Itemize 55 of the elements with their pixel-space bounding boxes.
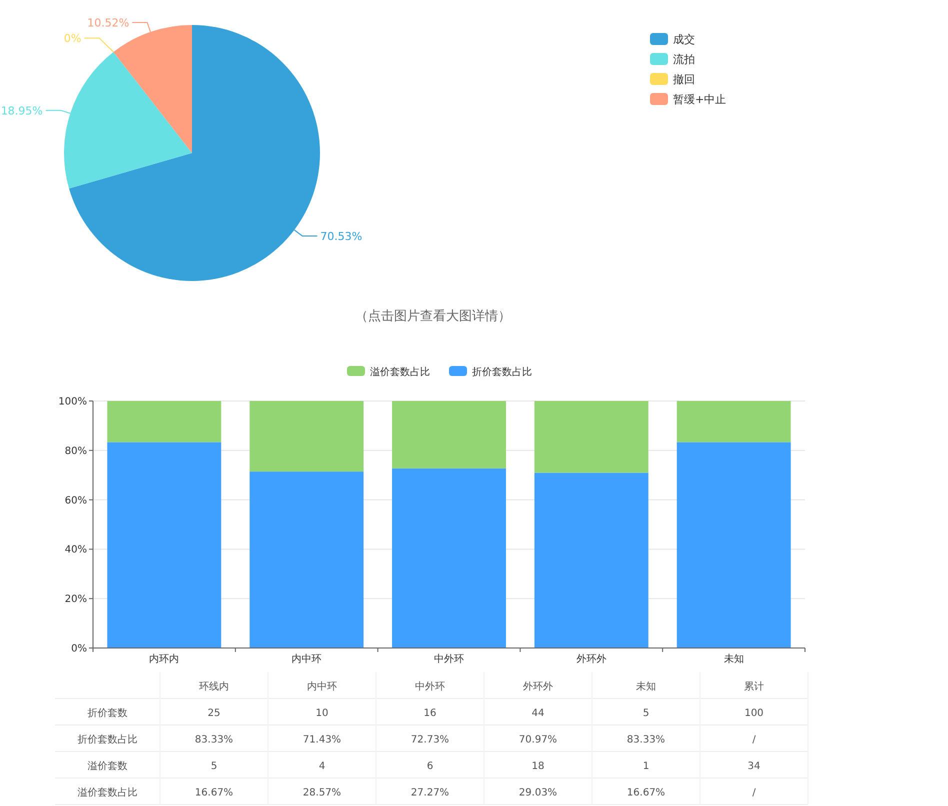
data-label: 71.43% <box>302 734 342 746</box>
data-label: 16 <box>424 708 436 719</box>
data-label: 4 <box>318 760 326 772</box>
data-label: 1 <box>642 760 650 772</box>
data-label: 10 <box>316 708 328 719</box>
data-label: 83.33% <box>194 734 234 746</box>
data-label: 25 <box>208 708 220 719</box>
category-label: 累计 <box>744 680 764 692</box>
text: 折价套数 <box>88 706 128 719</box>
data-label: 16.67% <box>626 787 666 798</box>
y-tick-label: 100% <box>58 396 87 408</box>
legend-label: 溢价套数占比 <box>370 366 430 378</box>
data-label: 5 <box>642 708 650 719</box>
data-label: 70.97% <box>518 734 558 746</box>
legend-label: 撤回 <box>673 73 695 86</box>
y-tick-label: 40% <box>64 544 87 556</box>
data-label: 18.95% <box>0 104 43 118</box>
data-label: 27.27% <box>410 787 450 798</box>
x-tick-label: 未知 <box>724 653 744 665</box>
data-label: 72.73% <box>410 734 450 746</box>
legend-label: 成交 <box>673 33 695 46</box>
data-label: 44 <box>532 708 544 719</box>
y-tick-label: 0% <box>71 644 87 654</box>
data-label: 6 <box>426 760 434 772</box>
data-label: / <box>752 734 756 746</box>
category-label: 外环外 <box>523 681 553 692</box>
data-label: 100 <box>744 708 764 719</box>
text: 溢价套数 <box>88 760 128 772</box>
data-label: 34 <box>748 760 760 772</box>
category-label: 未知 <box>636 680 656 692</box>
data-label: 10.52% <box>87 16 130 30</box>
data-label: 29.03% <box>518 787 558 798</box>
x-tick-label: 中外环 <box>434 653 464 665</box>
x-tick-label: 内环内 <box>149 653 180 665</box>
legend-label: 流拍 <box>673 53 695 66</box>
x-tick-label: 内中环 <box>292 653 322 665</box>
y-tick-label: 20% <box>64 594 87 606</box>
data-label: 28.57% <box>302 787 342 798</box>
legend-label: 折价套数占比 <box>472 366 532 378</box>
text: 溢价套数占比 <box>78 786 138 798</box>
text: 折价套数占比 <box>78 733 138 746</box>
legend-label: 暂缓+中止 <box>673 93 726 106</box>
category-label: 内中环 <box>307 680 337 692</box>
data-label: 83.33% <box>626 734 666 746</box>
data-label: 5 <box>210 760 218 772</box>
category-label: 中外环 <box>415 680 445 692</box>
text: （点击图片查看大图详情） <box>355 309 511 324</box>
data-label: 18 <box>532 760 544 772</box>
category-label: 环线内 <box>199 680 229 692</box>
x-tick-label: 外环外 <box>576 654 606 665</box>
data-label: 16.67% <box>194 787 234 798</box>
y-tick-label: 60% <box>64 495 87 506</box>
data-label: / <box>752 787 756 798</box>
data-label: 70.53% <box>320 230 362 243</box>
y-tick-label: 80% <box>64 446 87 457</box>
